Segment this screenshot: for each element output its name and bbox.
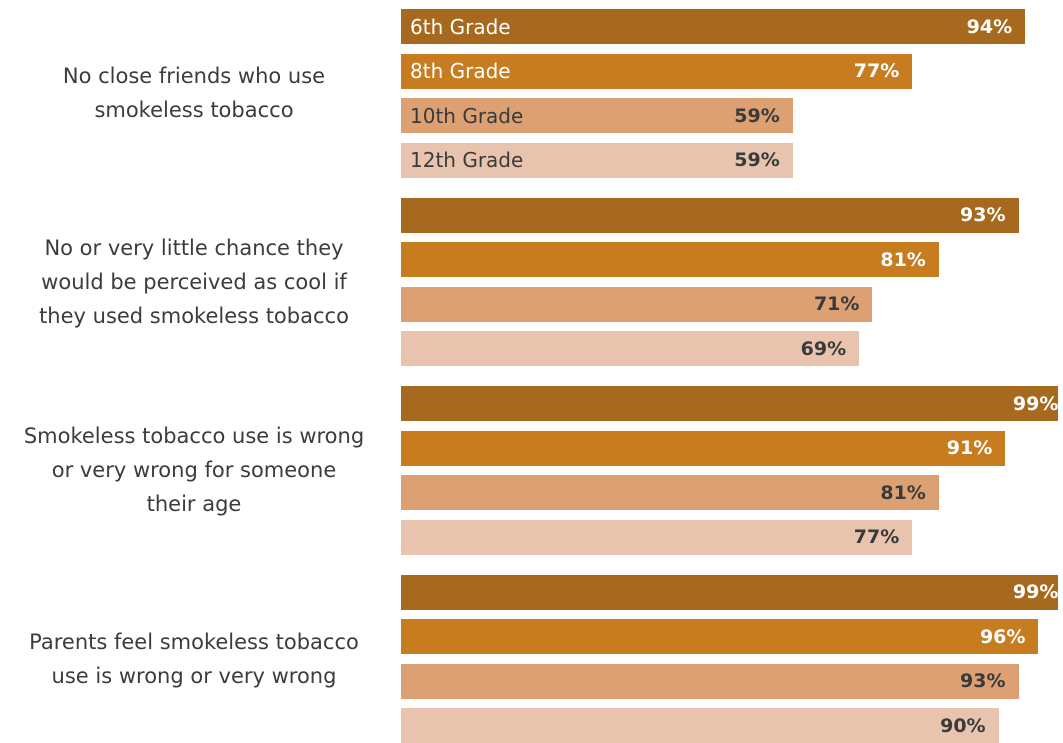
data-label: 59% (734, 104, 780, 127)
bar: 6th Grade 94% (401, 9, 1026, 44)
data-label: 71% (813, 293, 860, 315)
bar: 99% (401, 574, 1059, 610)
data-label: 91% (946, 437, 993, 459)
bar: 91% (401, 430, 1006, 466)
bar: 12th Grade 59% (401, 142, 793, 178)
data-label: 69% (800, 337, 847, 360)
bar: 10th Grade 59% (401, 98, 793, 133)
category-label-line: their age (146, 492, 242, 517)
category-label-line: No close friends who use (62, 64, 326, 89)
bar: 93% (401, 197, 1019, 233)
bar: 8th Grade 77% (401, 53, 913, 89)
legend-label: 10th Grade (410, 103, 524, 128)
bar: 81% (401, 475, 939, 510)
data-label: 77% (853, 60, 900, 82)
category-label-line: No or very little chance they (44, 235, 344, 260)
data-label: 99% (1012, 392, 1059, 415)
legend-label: 6th Grade (410, 14, 511, 39)
bar: 99% (401, 386, 1059, 421)
category-label-line: or very wrong for someone (51, 458, 337, 483)
data-label: 59% (734, 149, 780, 171)
legend-label: 8th Grade (410, 59, 511, 83)
bar: 93% (401, 663, 1019, 699)
bar: 69% (401, 331, 860, 366)
category-label-line: use is wrong or very wrong (51, 663, 337, 688)
data-label: 77% (853, 526, 900, 548)
data-label: 93% (960, 670, 1006, 692)
data-label: 81% (880, 248, 926, 271)
category-label: Parents feel smokeless tobacco use is wro… (0, 625, 388, 693)
bar: 96% (401, 619, 1039, 654)
data-label: 90% (940, 714, 986, 737)
bar: 77% (401, 519, 913, 555)
category-label-line: they used smokeless tobacco (39, 303, 349, 328)
category-label-line: smokeless tobacco (94, 98, 294, 123)
category-label: No or very little chance they would be pe… (0, 231, 388, 333)
bar: 90% (401, 708, 999, 743)
data-label: 81% (880, 481, 926, 504)
bar: 81% (401, 242, 939, 277)
category-label: Smokeless tobacco use is wrong or very wr… (0, 419, 388, 521)
category-label-line: Parents feel smokeless tobacco (29, 629, 359, 654)
data-label: 93% (960, 204, 1006, 226)
category-label-line: Smokeless tobacco use is wrong (23, 424, 365, 449)
data-label: 99% (1012, 581, 1059, 603)
data-label: 94% (966, 15, 1013, 38)
category-label: No close friends who use smokeless tobacc… (0, 59, 388, 127)
data-label: 96% (979, 625, 1026, 648)
category-label-line: would be perceived as cool if (41, 269, 347, 294)
bar: 71% (401, 286, 873, 322)
legend-label: 12th Grade (410, 148, 524, 172)
